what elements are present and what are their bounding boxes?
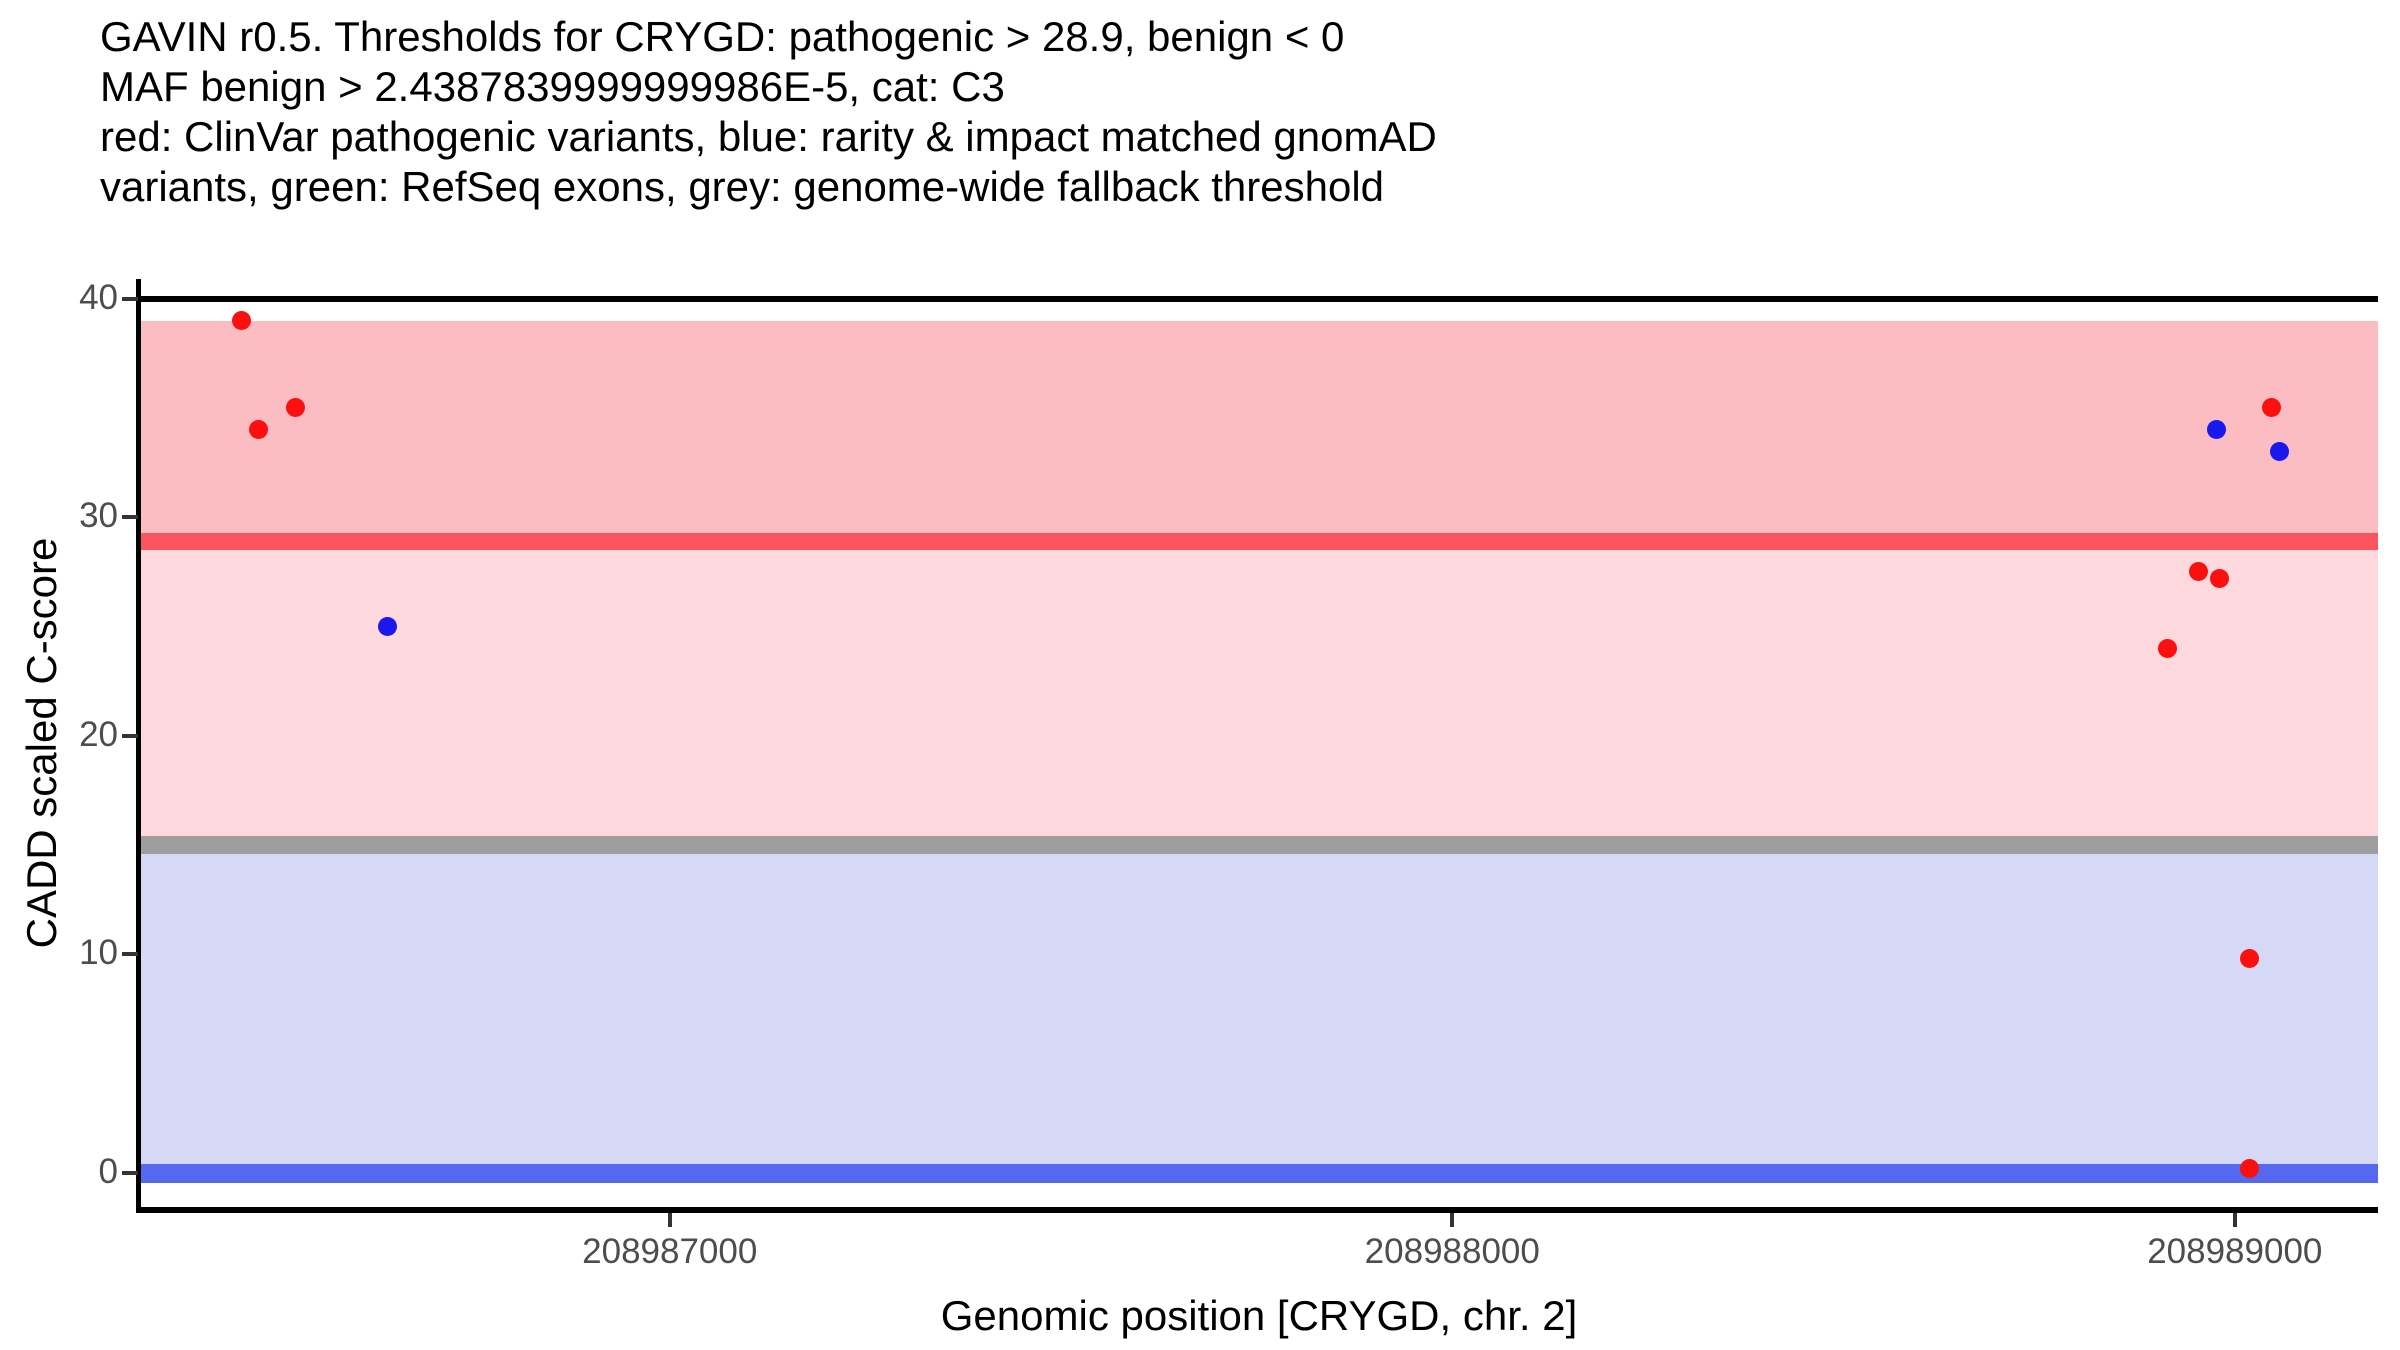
x-tick-mark xyxy=(667,1213,672,1227)
y-tick-mark xyxy=(122,515,138,520)
clinvar-pathogenic-point xyxy=(2240,1159,2260,1179)
x-tick-label: 208987000 xyxy=(582,1232,758,1271)
y-tick-label: 10 xyxy=(79,933,118,973)
benign-threshold-line xyxy=(140,1163,2378,1183)
plot-panel xyxy=(140,279,2378,1208)
genome-wide-fallback-line xyxy=(140,836,2378,855)
x-tick-label: 208988000 xyxy=(1364,1232,1540,1271)
y-tick-mark xyxy=(122,952,138,957)
benign-region-band xyxy=(140,845,2378,1174)
clinvar-pathogenic-point xyxy=(2158,638,2177,658)
y-tick-label: 30 xyxy=(79,496,118,536)
plot-title-line-1: GAVIN r0.5. Thresholds for CRYGD: pathog… xyxy=(100,13,1345,60)
plot-title: GAVIN r0.5. Thresholds for CRYGD: pathog… xyxy=(100,12,1437,212)
clinvar-pathogenic-point xyxy=(286,398,306,418)
pathogenic-region-band xyxy=(140,320,2378,542)
y-axis-line xyxy=(136,279,141,1213)
y-tick-mark xyxy=(122,296,138,301)
x-axis-title: Genomic position [CRYGD, chr. 2] xyxy=(940,1292,1578,1339)
y-tick-label: 40 xyxy=(79,277,118,317)
intermediate-region-band xyxy=(140,541,2378,846)
clinvar-pathogenic-point xyxy=(249,420,269,440)
y-tick-mark xyxy=(122,1171,138,1176)
x-tick-mark xyxy=(1450,1213,1455,1227)
cadd-40-line xyxy=(140,295,2378,302)
x-tick-mark xyxy=(2232,1213,2237,1227)
plot-title-line-4: variants, green: RefSeq exons, grey: gen… xyxy=(100,163,1385,210)
clinvar-pathogenic-point xyxy=(2189,562,2209,582)
x-axis-line xyxy=(136,1207,2378,1213)
gnomad-matched-point xyxy=(2207,420,2227,440)
gnomad-matched-point xyxy=(377,617,397,637)
y-tick-label: 0 xyxy=(98,1152,118,1192)
clinvar-pathogenic-point xyxy=(2209,568,2229,588)
gnomad-matched-point xyxy=(2269,442,2289,462)
plot-title-line-3: red: ClinVar pathogenic variants, blue: … xyxy=(100,113,1437,160)
plot-title-line-2: MAF benign > 2.4387839999999986E-5, cat:… xyxy=(100,63,1005,110)
y-tick-mark xyxy=(122,733,138,738)
y-tick-label: 20 xyxy=(79,714,118,754)
clinvar-pathogenic-point xyxy=(2240,949,2260,969)
pathogenic-threshold-line xyxy=(140,532,2378,550)
clinvar-pathogenic-point xyxy=(232,311,252,331)
clinvar-pathogenic-point xyxy=(2262,398,2282,418)
x-tick-label: 208989000 xyxy=(2147,1232,2323,1271)
